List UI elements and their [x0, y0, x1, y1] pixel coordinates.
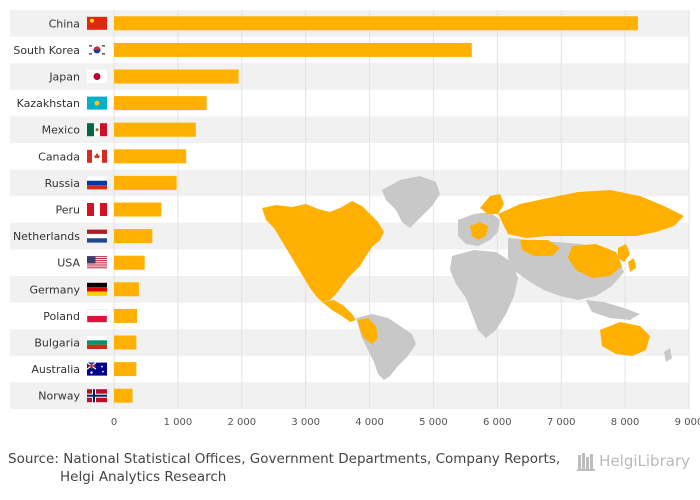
bar-japan[interactable] — [114, 69, 239, 84]
x-tick-label: 6 000 — [483, 417, 512, 428]
japan-flag-icon — [87, 70, 107, 83]
source-line-2: Helgi Analytics Research — [60, 469, 227, 485]
library-icon — [577, 453, 596, 471]
norway-flag-icon — [87, 389, 107, 403]
canada-flag-icon — [87, 149, 107, 163]
usa-flag-icon — [87, 256, 107, 270]
category-label: Bulgaria — [34, 337, 80, 350]
netherlands-flag-icon — [87, 229, 107, 243]
x-tick-label: 4 000 — [355, 417, 384, 428]
x-tick-label: 2 000 — [227, 417, 256, 428]
x-tick-label: 9 000 — [675, 417, 700, 428]
bars — [114, 16, 638, 403]
category-label: Peru — [55, 204, 80, 217]
bar-chart: China South Korea Japan Kazakhstan Mexico Can… — [10, 10, 700, 428]
source-line-1: National Statistical Offices, Government… — [63, 451, 561, 467]
bar-usa[interactable] — [114, 255, 145, 270]
category-label: Mexico — [42, 124, 81, 137]
russia-flag-icon — [87, 176, 107, 190]
category-label: China — [49, 17, 80, 30]
category-label: Canada — [38, 150, 80, 163]
x-axis-ticks: 0 1 000 2 000 3 000 4 000 5 000 6 000 7 000 8 00… — [111, 417, 700, 428]
category-label: South Korea — [13, 44, 80, 57]
category-label: Russia — [45, 177, 80, 190]
row-band — [10, 116, 689, 143]
x-tick-label: 0 — [111, 417, 117, 428]
x-tick-label: 5 000 — [419, 417, 448, 428]
category-labels: China South Korea Japan Kazakhstan Mexico Can… — [13, 17, 81, 402]
bar-australia[interactable] — [114, 362, 137, 377]
bar-canada[interactable] — [114, 149, 187, 164]
kazakhstan-flag-icon — [87, 96, 107, 110]
bar-mexico[interactable] — [114, 122, 196, 137]
bar-bulgaria[interactable] — [114, 335, 137, 350]
bulgaria-flag-icon — [87, 336, 107, 349]
germany-flag-icon — [87, 282, 107, 296]
bar-poland[interactable] — [114, 308, 137, 323]
category-label: Norway — [38, 390, 80, 403]
category-label: Japan — [48, 71, 80, 84]
x-tick-label: 7 000 — [547, 417, 576, 428]
category-label: Kazakhstan — [17, 97, 80, 110]
category-label: Germany — [29, 283, 80, 296]
peru-flag-icon — [87, 203, 107, 216]
south-korea-flag-icon — [87, 43, 107, 57]
bar-netherlands[interactable] — [114, 229, 153, 244]
category-label: USA — [57, 257, 80, 270]
row-band — [10, 63, 689, 90]
category-label: Netherlands — [13, 230, 80, 243]
poland-flag-icon — [86, 309, 108, 323]
logo-text: HelgiLibrary — [599, 452, 690, 470]
bar-norway[interactable] — [114, 388, 133, 403]
world-map-icon — [262, 176, 684, 380]
category-label: Poland — [43, 310, 80, 323]
row-band — [10, 329, 689, 356]
mexico-flag-icon — [87, 123, 107, 137]
bar-russia[interactable] — [114, 175, 177, 190]
x-tick-label: 8 000 — [611, 417, 640, 428]
bar-china[interactable] — [114, 16, 638, 31]
country-flags — [86, 16, 108, 403]
helgi-library-logo: HelgiLibrary — [577, 450, 690, 472]
x-tick-label: 3 000 — [291, 417, 320, 428]
china-flag-icon — [87, 16, 107, 30]
source-label: Source: — [8, 451, 59, 467]
bar-south-korea[interactable] — [114, 42, 472, 57]
australia-flag-icon — [86, 362, 107, 376]
bar-germany[interactable] — [114, 282, 139, 297]
source-note: Source: National Statistical Offices, Go… — [8, 450, 568, 486]
bar-kazakhstan[interactable] — [114, 96, 207, 111]
bar-peru[interactable] — [114, 202, 162, 217]
category-label: Australia — [31, 363, 80, 376]
x-tick-label: 1 000 — [164, 417, 193, 428]
row-band — [10, 382, 689, 409]
